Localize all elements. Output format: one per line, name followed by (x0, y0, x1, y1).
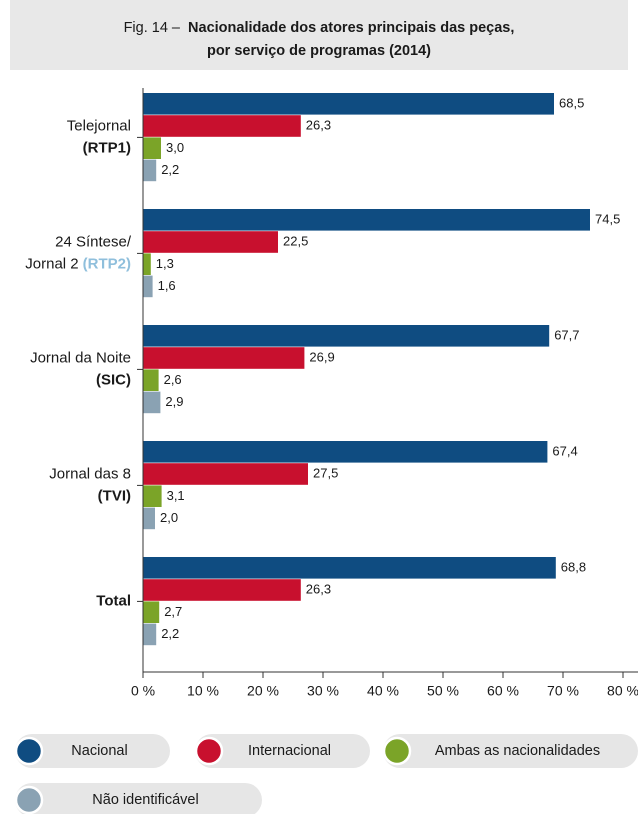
bar (143, 347, 305, 369)
chart-title: Fig. 14 – Nacionalidade dos atores princ… (124, 20, 515, 36)
category-name: Total (96, 592, 131, 609)
legend-label: Internacional (248, 743, 331, 759)
bar (143, 115, 301, 137)
bar (143, 507, 155, 530)
bar (143, 159, 157, 182)
category-label: Total (96, 592, 131, 609)
legend-label: Nacional (71, 743, 127, 759)
category-label: Jornal 2 (RTP2) (25, 255, 131, 272)
channel-label: (RTP1) (83, 139, 131, 156)
bar (143, 623, 157, 646)
bar (143, 253, 151, 275)
legend-pill (15, 734, 170, 768)
category-name: 24 Síntese/ (55, 233, 132, 250)
x-tick-label: 20 % (247, 683, 279, 699)
bar (143, 441, 548, 463)
channel-label: (TVI) (98, 487, 131, 504)
legend-swatch (382, 736, 412, 766)
value-label: 26,3 (306, 582, 331, 597)
x-tick-label: 60 % (487, 683, 519, 699)
value-label: 1,3 (156, 256, 174, 271)
channel-label: (SIC) (96, 371, 131, 388)
category-name: Jornal 2 (25, 255, 78, 272)
title-line: Nacionalidade dos atores principais das … (188, 20, 514, 36)
bar (143, 325, 550, 347)
category-label: Jornal das 8 (49, 465, 131, 482)
value-label: 68,8 (561, 560, 586, 575)
value-label: 68,5 (559, 96, 584, 111)
title-line: por serviço de programas (2014) (207, 43, 431, 59)
bar (143, 275, 153, 298)
bar (143, 137, 161, 159)
x-tick-label: 40 % (367, 683, 399, 699)
legend-swatch (14, 785, 44, 814)
bar (143, 391, 161, 414)
bar (143, 579, 301, 601)
value-label: 26,9 (309, 350, 334, 365)
value-label: 2,2 (161, 626, 179, 641)
x-tick-label: 50 % (427, 683, 459, 699)
value-label: 3,0 (166, 140, 184, 155)
legend-pill (383, 734, 638, 768)
legend-swatch (194, 736, 224, 766)
value-label: 2,7 (164, 604, 182, 619)
bar (143, 557, 556, 579)
bar (143, 485, 162, 507)
bar (143, 93, 554, 115)
value-label: 74,5 (595, 212, 620, 227)
x-tick-label: 30 % (307, 683, 339, 699)
value-label: 2,6 (164, 372, 182, 387)
bar (143, 209, 590, 231)
legend-pill (195, 734, 370, 768)
x-tick-label: 0 % (131, 683, 155, 699)
value-label: 2,2 (161, 162, 179, 177)
bar (143, 463, 308, 485)
figure-label: Fig. 14 – (124, 20, 181, 36)
value-label: 26,3 (306, 118, 331, 133)
category-name: Jornal das 8 (49, 465, 131, 482)
x-tick-label: 70 % (547, 683, 579, 699)
value-label: 22,5 (283, 234, 308, 249)
value-label: 3,1 (167, 488, 185, 503)
legend-label: Ambas as nacionalidades (435, 743, 600, 759)
category-label: Telejornal (67, 117, 131, 134)
category-name: Jornal da Noite (30, 349, 131, 366)
bar (143, 369, 159, 391)
channel-label: (RTP2) (83, 255, 131, 272)
legend-label: Não identificável (92, 792, 198, 808)
category-label: Jornal da Noite (30, 349, 131, 366)
value-label: 67,7 (554, 328, 579, 343)
bar (143, 601, 160, 623)
legend-swatch (14, 736, 44, 766)
x-tick-label: 10 % (187, 683, 219, 699)
value-label: 1,6 (158, 278, 176, 293)
legend-pill (15, 783, 262, 814)
value-label: 2,9 (165, 394, 183, 409)
bar (143, 231, 278, 253)
value-label: 2,0 (160, 510, 178, 525)
value-label: 67,4 (552, 444, 577, 459)
title-box (10, 0, 628, 70)
x-tick-label: 80 % (607, 683, 638, 699)
value-label: 27,5 (313, 466, 338, 481)
category-name: Telejornal (67, 117, 131, 134)
category-label: 24 Síntese/ (55, 233, 132, 250)
